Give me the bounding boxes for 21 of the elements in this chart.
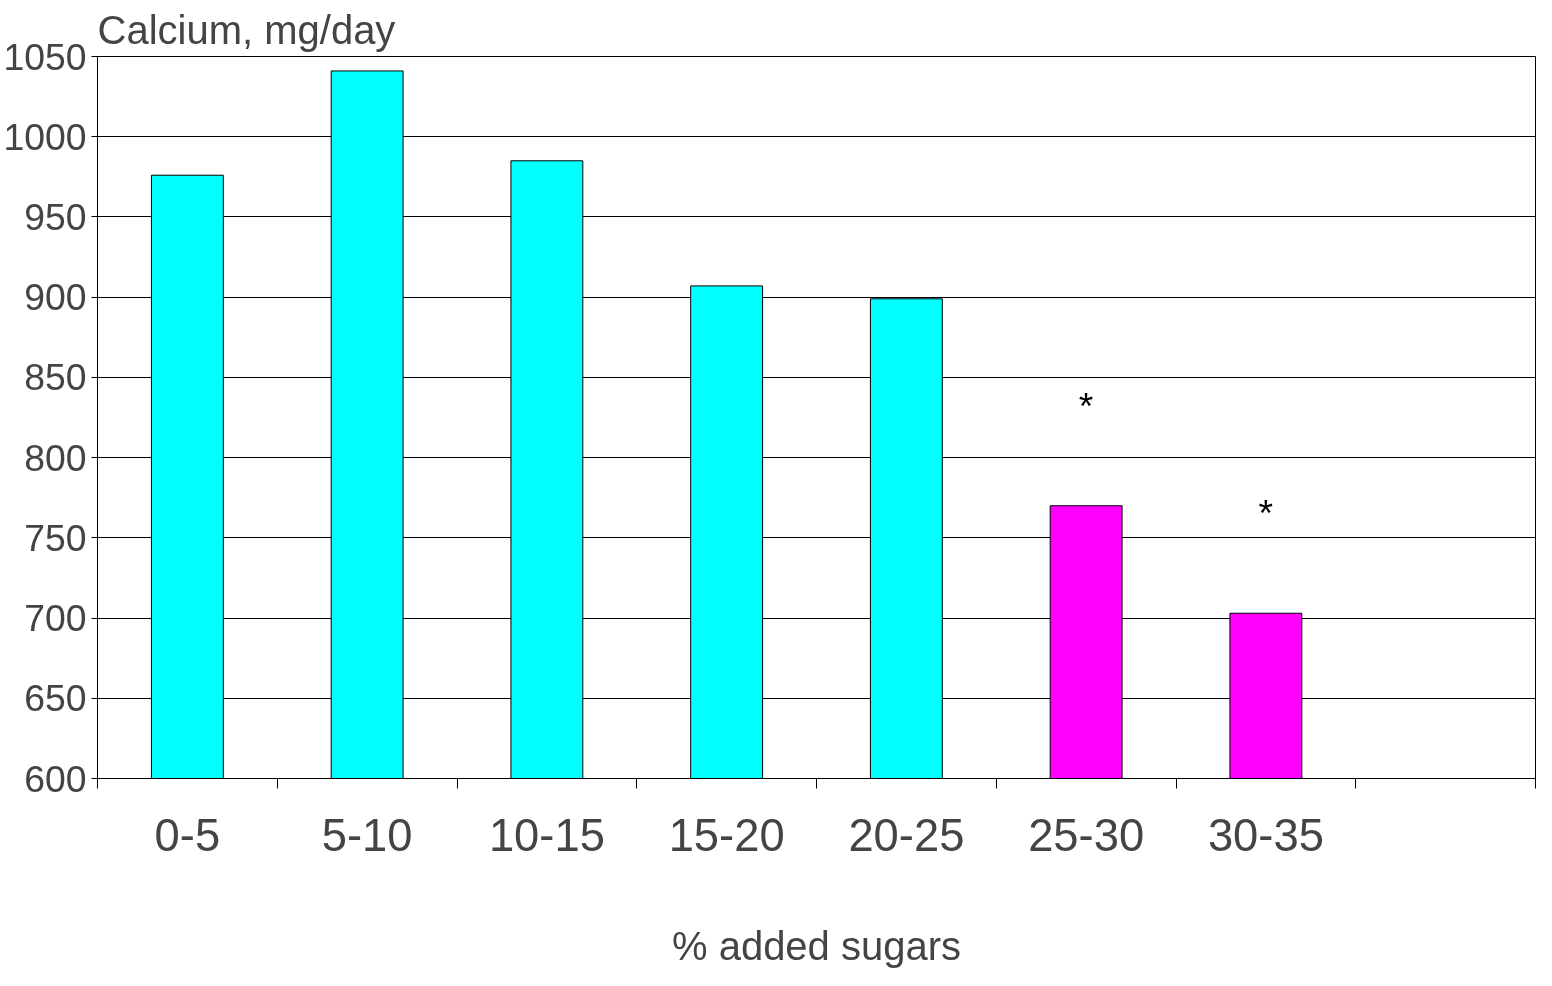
- y-tick-label: 850: [24, 356, 87, 399]
- x-tick-label: 30-35: [1207, 809, 1324, 861]
- annotation: *: [1258, 492, 1274, 535]
- x-tick-label: 15-20: [668, 809, 785, 861]
- y-tick-label: 800: [24, 436, 87, 479]
- x-tick-label: 20-25: [848, 809, 965, 861]
- x-axis-title: % added sugars: [671, 923, 962, 968]
- x-tick-label: 25-30: [1028, 809, 1145, 861]
- y-tick-label: 1000: [3, 115, 87, 158]
- y-tick-label: 700: [24, 597, 87, 640]
- x-tick-label: 10-15: [488, 809, 605, 861]
- annotation: *: [1078, 384, 1094, 427]
- y-tick-label: 750: [24, 516, 87, 559]
- y-axis-title: Calcium, mg/day: [97, 7, 396, 52]
- y-tick-label: 900: [24, 276, 87, 319]
- y-tick-label: 1050: [3, 35, 87, 78]
- y-tick-label: 950: [24, 195, 87, 238]
- y-tick-label: 600: [24, 757, 87, 800]
- y-tick-label: 650: [24, 677, 87, 720]
- x-tick-label: 5-10: [321, 809, 413, 861]
- x-tick-label: 0-5: [154, 809, 221, 861]
